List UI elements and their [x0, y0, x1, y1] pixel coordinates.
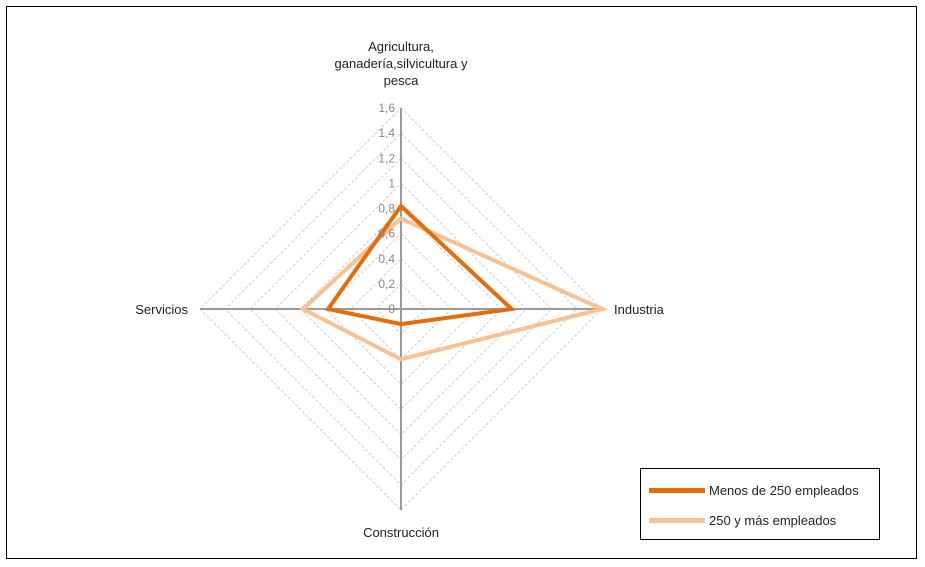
- tick-label-4: 0,8: [378, 202, 395, 216]
- tick-label-6: 1,2: [378, 151, 395, 165]
- axis-label-4-line-1: Servicios: [135, 302, 188, 317]
- grid-ring-8: [199, 107, 603, 511]
- tick-label-7: 1,4: [378, 126, 395, 140]
- axis-label-2: Industria: [614, 302, 665, 317]
- tick-label-0: 0: [388, 302, 395, 316]
- tick-label-8: 1,6: [378, 101, 395, 115]
- axis-label-4: Servicios: [135, 302, 188, 317]
- radar-axis-labels: Agricultura, ganadería,silvicultura y pesc…: [135, 39, 664, 540]
- tick-label-1: 0,2: [378, 277, 395, 291]
- grid-ring-3: [324, 232, 478, 386]
- tick-label-5: 1: [388, 176, 395, 190]
- axis-label-1-line-3: pesca: [384, 73, 419, 88]
- axis-label-1-line-2: ganadería,silvicultura y: [335, 56, 468, 71]
- tick-label-3: 0,6: [378, 227, 395, 241]
- tick-label-2: 0,4: [378, 252, 395, 266]
- axis-label-1-line-1: Agricultura,: [368, 39, 434, 54]
- legend-swatch-series-1: [649, 487, 705, 493]
- chart-frame: [6, 6, 917, 559]
- legend-swatch-series-2: [649, 517, 705, 523]
- legend-item-series-2: 250 y más empleados: [649, 511, 836, 529]
- legend-item-series-1: Menos de 250 empleados: [649, 481, 859, 499]
- axis-label-1: Agricultura, ganadería,silvicultura y pesc…: [335, 39, 468, 88]
- legend-label-series-1: Menos de 250 empleados: [709, 482, 859, 498]
- series-line-2: [299, 216, 609, 362]
- axis-label-3-line-1: Construcción: [363, 525, 439, 540]
- radar-series: [299, 202, 609, 362]
- axis-label-2-line-1: Industria: [614, 302, 665, 317]
- radar-axes: [200, 108, 602, 510]
- series-line-1: [324, 202, 516, 327]
- chart-legend: Menos de 250 empleados 250 y más emplead…: [640, 468, 880, 540]
- legend-label-series-2: 250 y más empleados: [709, 512, 837, 528]
- radar-tick-labels: 0 0,2 0,4 0,6 0,8 1 1,2 1,4 1,6: [378, 101, 395, 316]
- axis-label-3: Construcción: [363, 525, 439, 540]
